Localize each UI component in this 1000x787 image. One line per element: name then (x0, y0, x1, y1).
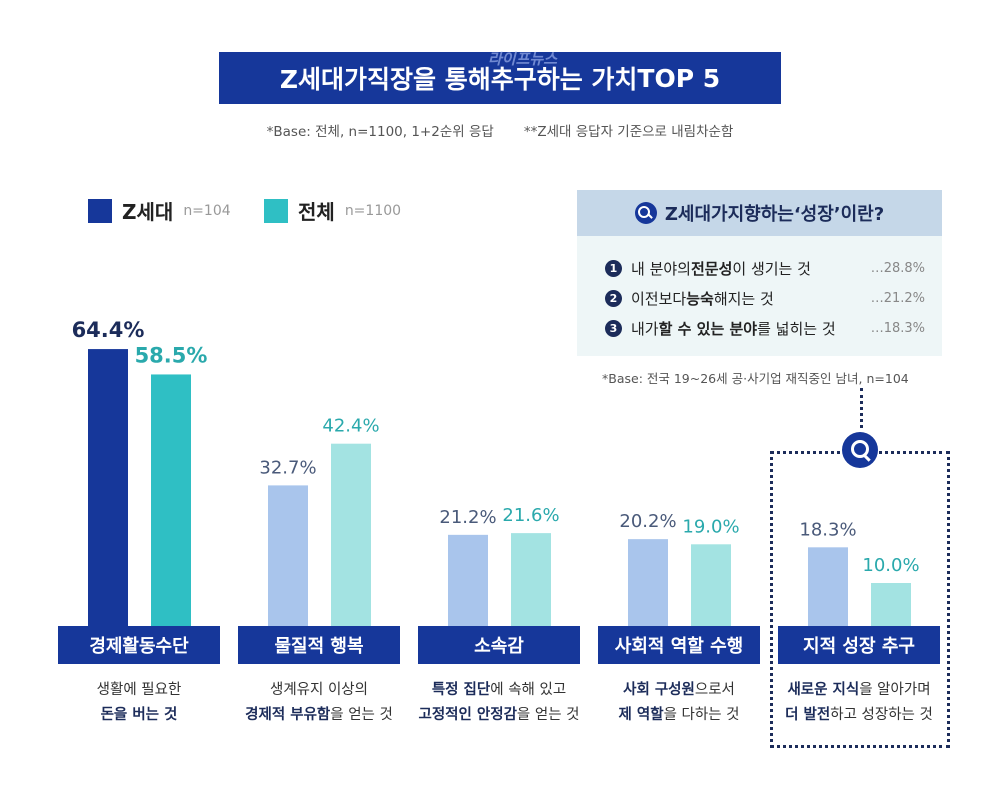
item-percent: …28.8% (870, 261, 925, 276)
bar-all-1 (151, 374, 191, 626)
watermark: 라이프뉴스 (488, 50, 558, 68)
infobox-item-1: 1 내 분야의 전문성 이 생기는 것 …28.8% (605, 258, 925, 279)
infobox-base-note: *Base: 전국 19~26세 공·사기업 재직중인 남녀, n=104 (602, 371, 909, 386)
search-icon (634, 202, 657, 224)
infobox-header: Z세대가 지향 하는 ‘성장’ 이란? (577, 190, 942, 236)
category-desc-3: 특정 집단에 속해 있고 고정적인 안정감을 얻는 것 (418, 682, 580, 723)
category-label-4: 사회적 역할 수행 (598, 626, 760, 664)
growth-infobox: Z세대가 지향 하는 ‘성장’ 이란? 1 내 분야의 전문성 이 생기는 것 …28… (577, 190, 942, 356)
legend-label-all: 전체 (298, 200, 335, 224)
data-label-all-5: 10.0% (862, 555, 919, 576)
legend-label-z: Z세대 (122, 200, 174, 224)
number-badge: 1 (605, 260, 622, 277)
data-label-all-2: 42.4% (322, 416, 379, 437)
infobox-item-2: 2 이전보다 능숙 해지는 것 …21.2% (605, 288, 925, 309)
number-badge: 2 (605, 290, 622, 307)
data-label-all-1: 58.5% (135, 343, 208, 367)
item-percent: …21.2% (870, 291, 925, 306)
data-label-z-5: 18.3% (799, 519, 856, 540)
bar-z-5 (808, 547, 848, 626)
category-label-3: 소속감 (418, 626, 580, 664)
legend-sub-all: n=1100 (344, 202, 402, 219)
infobox-item-3: 3 내가 할 수 있는 분야 를 넓히는 것 …18.3% (605, 318, 925, 339)
category-label-1: 경제활동수단 (58, 626, 220, 664)
connector-dotted-line (860, 388, 863, 428)
bar-all-4 (691, 544, 731, 626)
category-desc-4: 사회 구성원으로서 제 역할을 다하는 것 (618, 682, 740, 723)
data-label-z-1: 64.4% (72, 318, 145, 342)
magnifier-icon (842, 432, 878, 468)
data-label-z-2: 32.7% (259, 457, 316, 478)
base-note: *Base: 전체, n=1100, 1+2순위 응답 **Z세대 응답자 기준… (266, 124, 734, 140)
chart-title: Z세대가 직장 을 통해 추구하는 가치 TOP 5 (219, 52, 781, 104)
bar-all-2 (331, 443, 371, 626)
data-label-all-3: 21.6% (502, 505, 559, 526)
legend-z: Z세대 n=104 (88, 196, 231, 225)
bar-z-1 (88, 349, 128, 626)
legend-swatch-z (88, 198, 112, 223)
data-label-all-4: 19.0% (682, 516, 739, 537)
bar-all-5 (871, 583, 911, 626)
number-badge: 3 (605, 320, 622, 337)
legend-all: 전체 n=1100 (264, 196, 401, 225)
category-label-5: 지적 성장 추구 (778, 626, 940, 664)
category-label-2: 물질적 행복 (238, 626, 400, 664)
category-desc-5: 새로운 지식을 알아가며 더 발전하고 성장하는 것 (785, 682, 933, 723)
category-desc-2: 생계유지 이상의 경제적 부유함을 얻는 것 (245, 682, 393, 723)
legend-swatch-all (264, 198, 288, 223)
data-label-z-4: 20.2% (619, 511, 676, 532)
bar-all-3 (511, 533, 551, 626)
bar-z-2 (268, 485, 308, 626)
bar-z-4 (628, 539, 668, 626)
legend-sub-z: n=104 (183, 202, 231, 219)
bar-z-3 (448, 534, 488, 626)
item-percent: …18.3% (870, 321, 925, 336)
data-label-z-3: 21.2% (439, 507, 496, 528)
category-desc-1: 생활에 필요한 돈을 버는 것 (96, 682, 182, 723)
